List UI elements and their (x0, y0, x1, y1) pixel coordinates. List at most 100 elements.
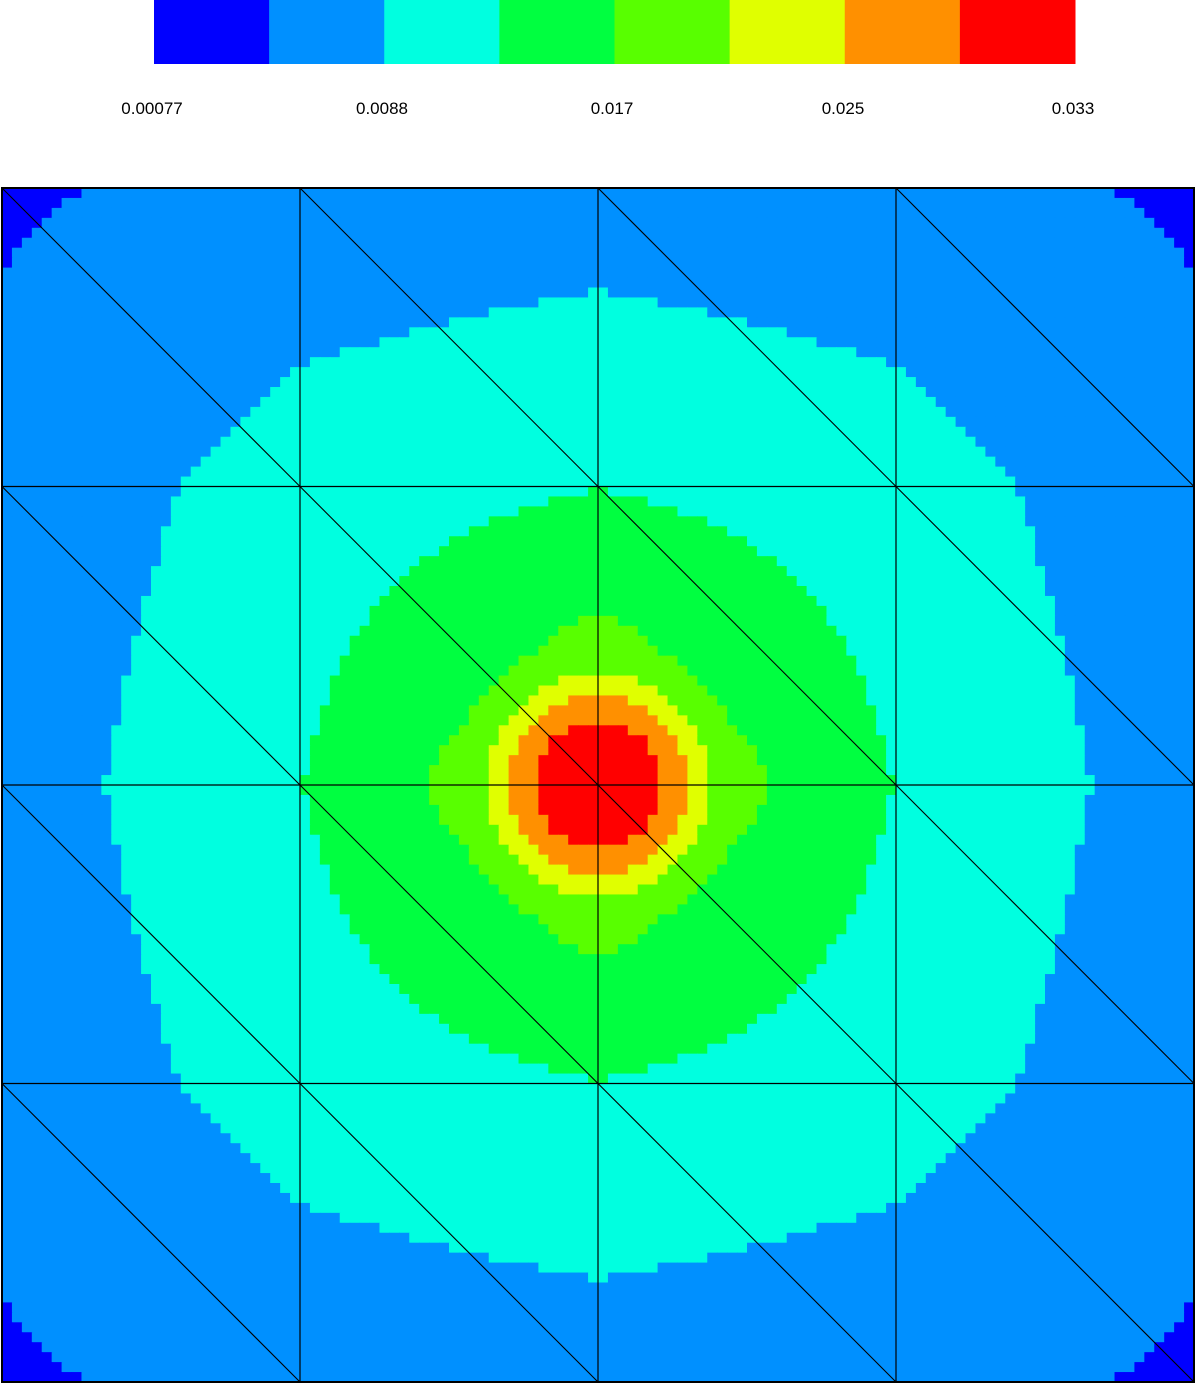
contour-cell (180, 466, 192, 478)
contour-cell (81, 287, 92, 299)
contour-cell (1104, 566, 1116, 577)
contour-cell (548, 476, 559, 488)
contour-cell (866, 307, 877, 318)
contour-cell (468, 526, 480, 537)
contour-cell (727, 446, 738, 458)
contour-cell (617, 357, 629, 368)
contour-cell (568, 476, 579, 488)
contour-cell (478, 347, 490, 358)
contour-cell (1064, 456, 1076, 468)
contour-cell (280, 586, 291, 597)
contour-cell (160, 267, 172, 279)
contour-cell (151, 456, 162, 468)
contour-cell (300, 506, 311, 517)
contour-cell (359, 536, 371, 547)
contour-cell (359, 556, 371, 567)
contour-cell (896, 347, 907, 358)
contour-cell (687, 426, 698, 438)
contour-cell (81, 207, 92, 219)
contour-cell (468, 496, 480, 507)
contour-cell (995, 227, 1006, 239)
contour-cell (677, 337, 688, 348)
contour-cell (71, 247, 83, 259)
contour-cell (737, 297, 748, 308)
contour-cell (449, 207, 460, 219)
contour-cell (210, 426, 222, 438)
contour-cell (786, 486, 798, 498)
contour-cell (647, 566, 659, 577)
contour-cell (1104, 476, 1116, 488)
contour-cell (141, 506, 152, 517)
contour-cell (41, 377, 53, 388)
contour-cell (558, 377, 569, 388)
contour-cell (1015, 506, 1026, 517)
contour-cell (121, 476, 132, 488)
contour-cell (300, 595, 311, 607)
contour-cell (568, 307, 579, 318)
contour-cell (101, 217, 112, 229)
contour-cell (1124, 486, 1135, 498)
contour-cell (369, 347, 381, 358)
contour-cell (300, 536, 311, 547)
contour-cell (1164, 396, 1175, 408)
contour-cell (1035, 586, 1046, 597)
contour-cell (270, 247, 281, 259)
contour-cell (538, 546, 549, 557)
contour-cell (836, 416, 847, 428)
contour-cell (737, 396, 748, 408)
contour-cell (896, 556, 907, 567)
contour-cell (111, 287, 122, 299)
contour-cell (200, 466, 212, 478)
contour-cell (1164, 237, 1175, 249)
contour-cell (131, 556, 142, 567)
contour-cell (876, 536, 887, 547)
contour-cell (260, 496, 271, 507)
contour-cell (866, 576, 877, 587)
contour-cell (637, 347, 649, 358)
contour-cell (160, 217, 172, 229)
contour-cell (548, 586, 559, 597)
contour-cell (389, 476, 400, 488)
contour-cell (180, 595, 192, 607)
contour-cell (528, 576, 539, 587)
contour-cell (816, 387, 828, 398)
contour-cell (1074, 297, 1086, 308)
contour-cell (925, 566, 937, 577)
contour-cell (270, 396, 281, 408)
contour-cell (141, 267, 152, 279)
contour-cell (816, 506, 828, 517)
contour-cell (1154, 287, 1165, 299)
contour-cell (607, 287, 619, 299)
contour-cell (1184, 387, 1194, 398)
contour-cell (11, 267, 23, 279)
contour-cell (637, 317, 649, 328)
contour-cell (766, 436, 778, 448)
contour-cell (1174, 237, 1185, 249)
contour-cell (270, 387, 281, 398)
contour-cell (2, 436, 13, 448)
contour-cell (846, 277, 857, 289)
contour-cell (876, 426, 887, 438)
contour-cell (419, 595, 430, 607)
contour-cell (329, 267, 341, 279)
contour-cell (1124, 357, 1135, 368)
contour-cell (399, 576, 410, 587)
contour-cell (1154, 526, 1165, 537)
contour-cell (379, 337, 390, 348)
contour-cell (498, 436, 510, 448)
contour-cell (260, 456, 271, 468)
contour-cell (578, 247, 589, 259)
contour-cell (1074, 377, 1086, 388)
contour-cell (478, 307, 490, 318)
contour-cell (419, 396, 430, 408)
contour-cell (478, 207, 490, 219)
contour-cell (131, 456, 142, 468)
contour-cell (260, 516, 271, 527)
contour-cell (449, 476, 460, 488)
contour-cell (637, 188, 649, 199)
contour-cell (1174, 267, 1185, 279)
contour-cell (1035, 217, 1046, 229)
contour-cell (816, 546, 828, 557)
contour-cell (856, 456, 867, 468)
contour-cell (518, 526, 530, 537)
